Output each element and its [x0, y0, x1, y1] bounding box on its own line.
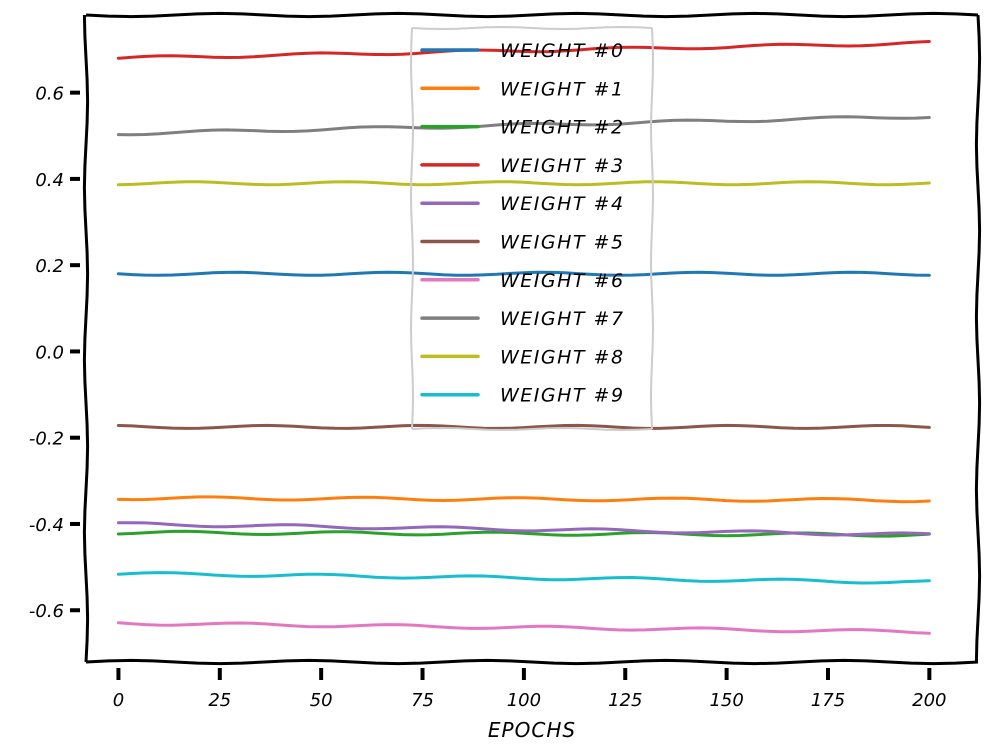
legend-label: WEIGHT #8 [500, 346, 625, 368]
x-axis-ticks: 0 25 50 75 100 125 150 175 200 [113, 668, 947, 711]
legend-label: WEIGHT #5 [500, 232, 625, 254]
legend-items: WEIGHT #0 WEIGHT #1 WEIGHT #2 WEIGHT #3 WEIG… [420, 40, 625, 407]
series-line [116, 270, 931, 277]
x-tick-label: 0 [113, 690, 124, 711]
series-line [116, 521, 931, 537]
series-line [116, 571, 931, 585]
legend-label: WEIGHT #9 [500, 385, 625, 407]
legend-label: WEIGHT #7 [500, 308, 625, 330]
x-tick-label: 200 [912, 690, 946, 711]
x-axis-label: EPOCHS [488, 718, 576, 742]
legend-label: WEIGHT #0 [500, 40, 625, 62]
x-tick-label: 75 [411, 690, 434, 711]
legend-label: WEIGHT #2 [500, 117, 625, 139]
y-tick-label: -0.6 [29, 601, 64, 622]
x-tick-label: 50 [310, 690, 333, 711]
series-line [116, 115, 931, 137]
y-tick-label: 0.6 [35, 84, 64, 105]
y-tick-label: 0.2 [35, 256, 64, 277]
y-tick-label: 0.4 [35, 170, 64, 191]
y-axis-ticks: -0.6 -0.4 -0.2 0.0 0.2 0.4 0.6 [29, 84, 80, 622]
series-line [116, 495, 931, 504]
series-line [116, 180, 931, 187]
legend-label: WEIGHT #3 [500, 155, 625, 177]
x-tick-label: 100 [507, 690, 541, 711]
series-line [116, 621, 931, 635]
legend-box [410, 26, 654, 431]
y-tick-label: 0.0 [35, 342, 64, 363]
series-line [116, 40, 931, 60]
legend-label: WEIGHT #6 [500, 270, 625, 292]
legend: WEIGHT #0 WEIGHT #1 WEIGHT #2 WEIGHT #3 WEIG… [410, 26, 654, 431]
x-tick-label: 150 [709, 690, 743, 711]
legend-label: WEIGHT #4 [500, 193, 625, 215]
y-tick-label: -0.2 [29, 429, 64, 450]
series-layer [116, 40, 931, 635]
y-tick-label: -0.4 [29, 515, 64, 536]
legend-label: WEIGHT #1 [500, 78, 625, 100]
x-tick-label: 25 [208, 690, 231, 711]
plot-frame [82, 11, 982, 666]
x-tick-label: 175 [811, 690, 845, 711]
series-line [116, 423, 931, 430]
x-tick-label: 125 [608, 690, 642, 711]
